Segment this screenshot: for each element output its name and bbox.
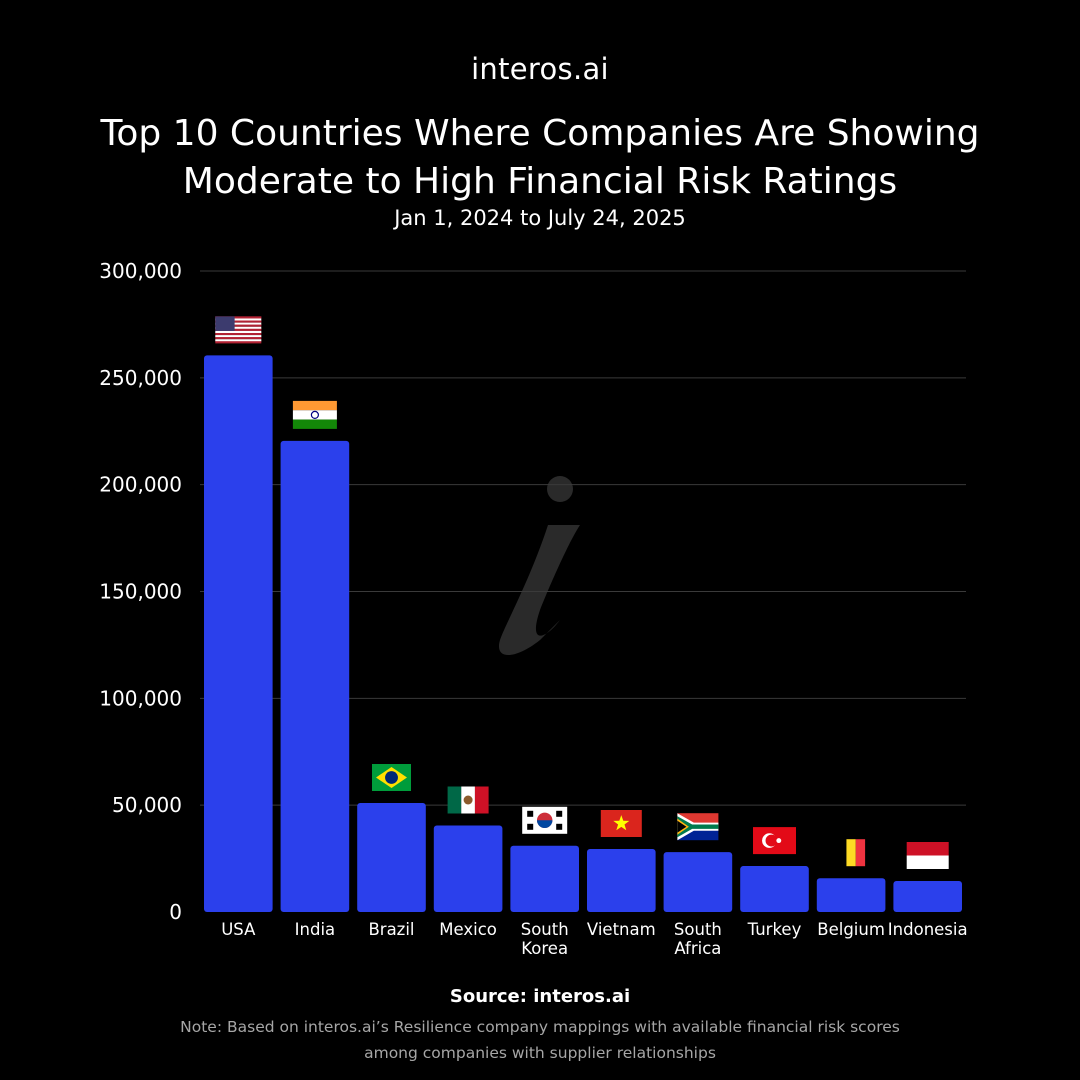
chart-title-line-1: Top 10 Countries Where Companies Are Sho… (100, 113, 980, 154)
x-tick-label: Belgium (817, 920, 885, 939)
y-tick-label: 200,000 (99, 473, 182, 497)
footnote-line-1: Note: Based on interos.ai’s Resilience c… (180, 1018, 900, 1036)
y-tick-label: 150,000 (99, 580, 182, 604)
x-tick-label: Vietnam (587, 920, 656, 939)
turkey-flag-icon (753, 827, 796, 855)
y-tick-label: 0 (169, 900, 182, 924)
bar-usa (204, 355, 273, 913)
x-tick-label: South Africa (674, 920, 722, 958)
bar-india (280, 440, 350, 912)
footnote-line-2: among companies with supplier relationsh… (364, 1044, 716, 1062)
x-tick-label: India (295, 920, 336, 939)
vietnam-flag-icon (600, 810, 642, 837)
x-tick-label: South Korea (521, 920, 569, 958)
bar-indonesia (893, 881, 962, 912)
chart-title-line-2: Moderate to High Financial Risk Ratings (182, 161, 898, 202)
bar-mexico (433, 825, 503, 912)
brand-logo: interos.ai (471, 52, 609, 86)
x-tick-label: Brazil (368, 920, 414, 939)
bar-south-korea (510, 845, 579, 912)
south-africa-flag-icon (677, 813, 719, 841)
y-tick-label: 300,000 (99, 259, 182, 283)
mexico-flag-icon (447, 786, 489, 814)
indonesia-flag-icon (906, 842, 949, 869)
bar-south-africa (663, 852, 733, 912)
belgium-flag-icon (837, 839, 866, 867)
bar-vietnam (587, 848, 656, 912)
y-tick-label: 250,000 (99, 366, 182, 390)
x-tick-label: USA (221, 920, 256, 939)
bar-belgium (816, 878, 886, 912)
us-flag-icon (215, 316, 262, 344)
bar-brazil (357, 803, 426, 912)
y-tick-label: 100,000 (99, 686, 182, 710)
x-tick-label: Turkey (747, 920, 802, 939)
bar-turkey (740, 866, 809, 912)
chart-subtitle: Jan 1, 2024 to July 24, 2025 (394, 206, 686, 230)
source-text: Source: interos.ai (449, 986, 631, 1007)
footnote: Note: Based on interos.ai’s Resilience c… (150, 1014, 930, 1066)
south-korea-flag-icon (522, 806, 568, 834)
x-tick-label: Indonesia (888, 920, 968, 939)
i-logo-watermark-icon (498, 476, 580, 655)
brazil-flag-icon (372, 764, 411, 791)
chart-title: Top 10 Countries Where Companies Are Sho… (60, 110, 1020, 206)
india-flag-icon (292, 400, 337, 429)
x-tick-label: Mexico (439, 920, 497, 939)
y-tick-label: 50,000 (112, 793, 182, 817)
